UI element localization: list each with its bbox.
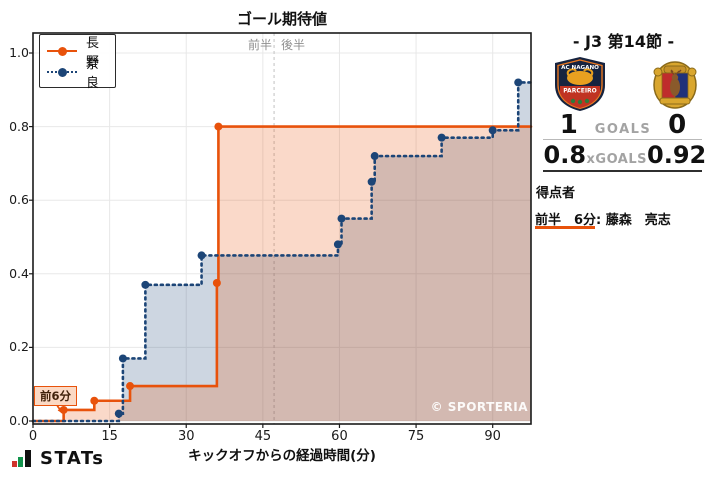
chart-canvas — [29, 32, 533, 428]
xg-event-dot-奈良 — [337, 214, 346, 223]
nagano-crest: AC NAGANO PARCEIRO — [555, 57, 605, 111]
nara-dot-icon — [58, 68, 67, 77]
y-tick-label: 0.8 — [9, 118, 29, 134]
first-goal-annotation: 前6分 — [34, 386, 77, 406]
xg-event-dot-長野 — [126, 382, 135, 391]
match-summary-panel: - J3 第14節 - AC NAGANO PARCEIRO — [535, 0, 707, 479]
xg-event-dot-奈良 — [488, 126, 497, 135]
logo-bar-black — [25, 450, 31, 467]
legend-item-nara: 奈良 — [47, 57, 107, 91]
goals-row: 1 GOALS 0 — [543, 110, 703, 140]
x-axis-label: キックオフからの経過時間(分) — [188, 448, 376, 464]
logo-bar-green — [18, 457, 23, 467]
nagano-line-marker-icon — [47, 47, 77, 56]
y-tick-label: 0.6 — [9, 192, 29, 208]
away-xgoals: 0.92 — [647, 141, 707, 169]
y-tick-label: 0.2 — [9, 339, 29, 355]
annotation-arrowhead — [57, 406, 64, 414]
chart-legend: 長野 奈良 — [39, 34, 116, 91]
nagano-dot-icon — [58, 47, 67, 56]
xg-fill-長野 — [33, 126, 531, 421]
xg-step-chart: ゴール期待値 前半 後半 長野 奈良 前6分 © SPORTERIA キックオフ… — [9, 10, 533, 464]
stats-logo-text: STATs — [40, 448, 105, 469]
x-tick-label: 75 — [407, 429, 425, 444]
scorer-name: : 藤森 亮志 — [596, 213, 671, 228]
goals-label: GOALS — [594, 122, 652, 137]
nara-line-marker-icon — [47, 68, 77, 77]
xg-event-dot-奈良 — [367, 177, 376, 186]
xg-event-dot-長野 — [90, 396, 99, 405]
stats-logo: STATs — [12, 448, 105, 469]
xg-line-奈良 — [31, 81, 533, 423]
xgoals-label: xGOALS — [586, 152, 647, 167]
xg-event-dot-奈良 — [333, 240, 342, 249]
xg-event-dot-奈良 — [141, 280, 150, 289]
x-tick-label: 90 — [484, 429, 501, 444]
xg-event-dot-奈良 — [514, 78, 523, 87]
x-tick-label: 45 — [254, 429, 272, 444]
crest-top-text: AC NAGANO — [561, 65, 599, 71]
xgoals-divider — [543, 170, 702, 172]
legend-label-nara: 奈良 — [86, 56, 100, 91]
legend-label-nagano: 長野 — [86, 35, 100, 70]
home-xgoals: 0.8 — [543, 141, 587, 169]
xg-event-dot-奈良 — [114, 409, 123, 418]
second-half-label: 後半 — [281, 38, 306, 52]
scorer-entry: 前半 6分: 藤森 亮志 — [535, 209, 671, 228]
crest-band-text: PARCEIRO — [563, 88, 597, 95]
chart-title: ゴール期待値 — [236, 10, 327, 28]
x-tick-label: 0 — [28, 429, 38, 444]
goals-divider — [543, 139, 702, 140]
x-tick-label: 15 — [101, 429, 118, 444]
nara-crest — [653, 61, 697, 109]
scorers-title: 得点者 — [536, 186, 576, 201]
plot-border — [32, 32, 532, 425]
xg-event-dot-奈良 — [197, 251, 206, 260]
y-tick-label: 0.4 — [9, 265, 29, 281]
matchday-header: - J3 第14節 - — [572, 32, 675, 51]
legend-item-nagano: 長野 — [47, 36, 107, 70]
xg-event-dot-長野 — [214, 122, 223, 131]
home-goals: 1 — [559, 110, 578, 140]
first-half-label: 前半 — [247, 38, 272, 52]
xg-event-dot-奈良 — [370, 152, 379, 161]
x-tick-label: 60 — [331, 429, 348, 444]
away-goals: 0 — [668, 110, 687, 140]
xg-fill-奈良 — [33, 82, 531, 421]
y-tick-label: 0.0 — [9, 413, 29, 428]
xg-event-dot-奈良 — [437, 133, 446, 142]
bar-chart-logo-icon — [12, 450, 33, 467]
sporteria-watermark: © SPORTERIA — [430, 400, 528, 414]
logo-bar-red — [12, 461, 17, 467]
xgoals-row: 0.8 xGOALS 0.92 — [543, 141, 707, 169]
xg-event-dot-長野 — [212, 279, 221, 287]
scorer-underline — [535, 226, 595, 229]
x-tick-label: 30 — [177, 429, 195, 444]
y-tick-label: 1.0 — [9, 45, 29, 60]
xg-event-dot-奈良 — [118, 354, 127, 363]
scorer-time: 前半 6分 — [535, 213, 597, 228]
